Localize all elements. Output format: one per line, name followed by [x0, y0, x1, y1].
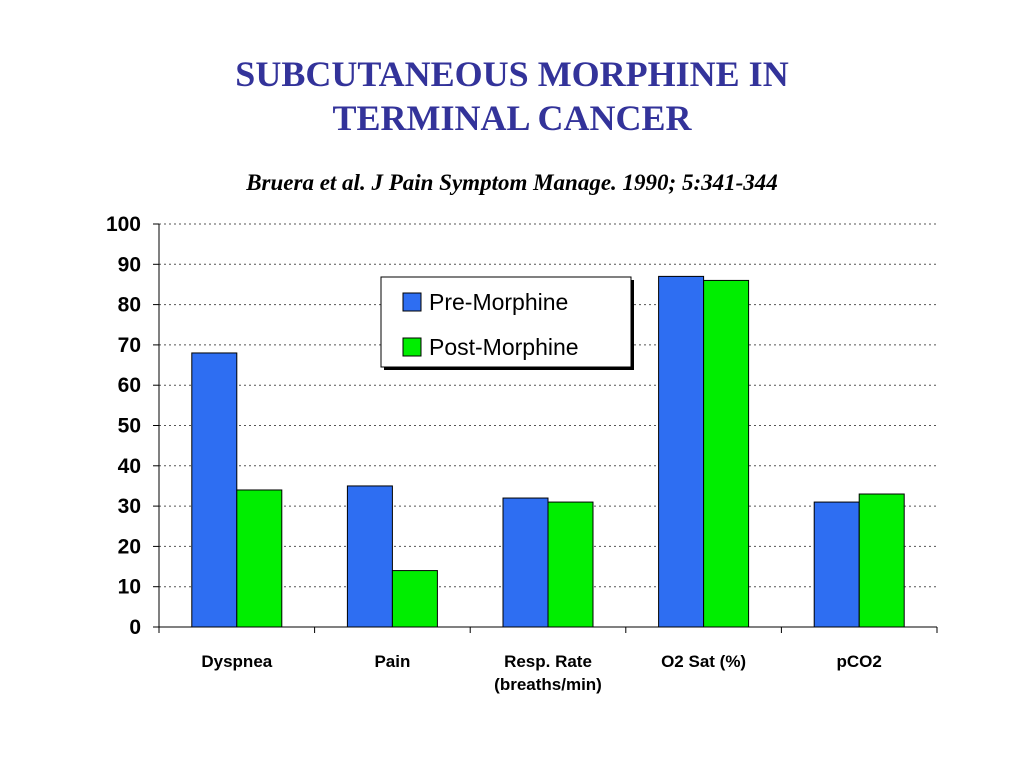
- y-tick-label: 10: [118, 576, 141, 599]
- y-tick-label: 0: [129, 616, 141, 639]
- x-category-label-line: (breaths/min): [494, 675, 602, 694]
- x-category-label: pCO2: [837, 652, 882, 671]
- bar-post-2: [547, 501, 594, 628]
- axes: [153, 223, 938, 633]
- legend-label-pre: Pre-Morphine: [429, 289, 568, 315]
- y-tick-label: 30: [118, 495, 141, 518]
- legend-box: [380, 276, 632, 368]
- bars: [191, 275, 905, 628]
- x-category-label: Resp. Rate (breaths/min): [494, 652, 602, 694]
- x-category-label-line: pCO2: [837, 652, 882, 671]
- legend-swatch-post: [402, 337, 422, 357]
- y-tick-label: 100: [106, 213, 141, 236]
- x-category-label: O2 Sat (%): [661, 652, 746, 671]
- bar-post-3: [703, 279, 750, 628]
- bar-post-4: [858, 493, 905, 628]
- bar-pre-0: [191, 352, 238, 628]
- y-tick-label: 80: [118, 294, 141, 317]
- slide-title: SUBCUTANEOUS MORPHINE IN TERMINAL CANCER: [0, 52, 1024, 140]
- y-tick-label: 20: [118, 535, 141, 558]
- legend-swatch-pre: [402, 292, 422, 312]
- legend: Pre-Morphine Post-Morphine: [380, 276, 634, 370]
- x-category-label: Dyspnea: [201, 652, 272, 671]
- x-category-label-line: Pain: [374, 652, 410, 671]
- bar-post-1: [391, 570, 438, 628]
- bar-pre-1: [346, 485, 393, 628]
- y-tick-label: 60: [118, 374, 141, 397]
- x-category-label-line: Resp. Rate: [504, 652, 592, 671]
- legend-label-post: Post-Morphine: [429, 334, 579, 360]
- x-category-label: Pain: [374, 652, 410, 671]
- title-line-1: SUBCUTANEOUS MORPHINE IN: [235, 54, 789, 94]
- citation: Bruera et al. J Pain Symptom Manage. 199…: [246, 170, 778, 195]
- labels: 0 10 20 30 40 50 60 70 80 90 100 Dyspnea Pain Resp. R…: [106, 213, 882, 694]
- bar-pre-2: [502, 497, 549, 628]
- bar-pre-4: [813, 501, 860, 628]
- bar-pre-3: [658, 275, 705, 628]
- y-tick-label: 40: [118, 455, 141, 478]
- y-tick-label: 50: [118, 415, 141, 438]
- x-category-label-line: O2 Sat (%): [661, 652, 746, 671]
- x-category-label-line: Dyspnea: [201, 652, 272, 671]
- y-tick-label: 70: [118, 334, 141, 357]
- title-line-2: TERMINAL CANCER: [332, 98, 692, 138]
- bar-post-0: [236, 489, 283, 628]
- y-tick-label: 90: [118, 253, 141, 276]
